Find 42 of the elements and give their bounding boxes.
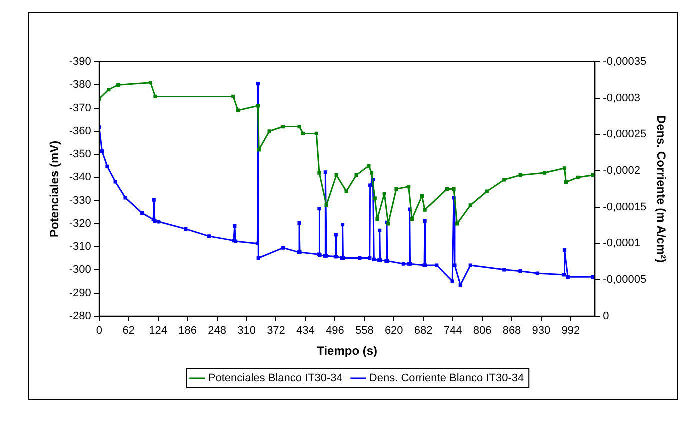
x-tick-label: 186 <box>178 325 198 338</box>
y2-tick-label: -0,0001 <box>603 238 640 250</box>
x-tick-label: 496 <box>326 325 344 338</box>
y-tick-label: -300 <box>69 264 92 276</box>
y-tick-label: -320 <box>69 218 92 230</box>
y-axis-title: Potenciales (mV) <box>48 140 62 238</box>
x-tick-label: 372 <box>267 325 286 338</box>
x-tick-label: 248 <box>208 325 226 338</box>
y-tick-label: -290 <box>69 287 92 300</box>
legend-label: Dens. Corriente Blanco IT30-34 <box>369 372 524 385</box>
y2-tick-label: -0,00015 <box>603 201 647 214</box>
y-tick-label: -360 <box>69 125 92 138</box>
y2-axis-title: Dens. Corriente (m A/cm²) <box>654 115 668 263</box>
x-tick-label: 62 <box>122 325 136 338</box>
y-tick-label: -370 <box>69 102 92 114</box>
y2-tick-label: -0,00035 <box>603 56 647 68</box>
x-tick-label: 558 <box>355 325 374 338</box>
x-axis-title: Tiempo (s) <box>317 344 378 358</box>
x-tick-label: 620 <box>384 325 404 338</box>
x-tick-label: 682 <box>414 325 433 338</box>
x-tick-label: 930 <box>532 325 551 338</box>
x-tick-label: 868 <box>502 325 522 338</box>
y-tick-label: -390 <box>69 56 92 68</box>
x-tick-label: 992 <box>562 325 580 338</box>
y-tick-label: -330 <box>69 194 92 207</box>
x-tick-label: 434 <box>296 325 315 338</box>
x-tick-label: 124 <box>149 325 168 338</box>
y2-tick-label: -0,00005 <box>603 274 647 286</box>
x-tick-label: 806 <box>473 325 492 338</box>
y2-tick-label: -0,0002 <box>603 165 640 178</box>
y2-tick-label: -0,0003 <box>603 92 640 104</box>
x-tick-label: 0 <box>96 325 102 338</box>
legend-label: Potenciales Blanco IT30-34 <box>208 372 343 385</box>
y2-tick-label: -0,00025 <box>603 128 647 141</box>
x-tick-label: 310 <box>238 325 256 338</box>
y-tick-label: -340 <box>69 172 92 184</box>
y-tick-label: -280 <box>69 310 92 322</box>
y2-tick-label: 0 <box>603 310 610 322</box>
x-tick-label: 744 <box>444 325 462 338</box>
y-tick-label: -350 <box>69 148 92 161</box>
y-tick-label: -380 <box>69 79 92 92</box>
y-tick-label: -310 <box>69 241 92 254</box>
